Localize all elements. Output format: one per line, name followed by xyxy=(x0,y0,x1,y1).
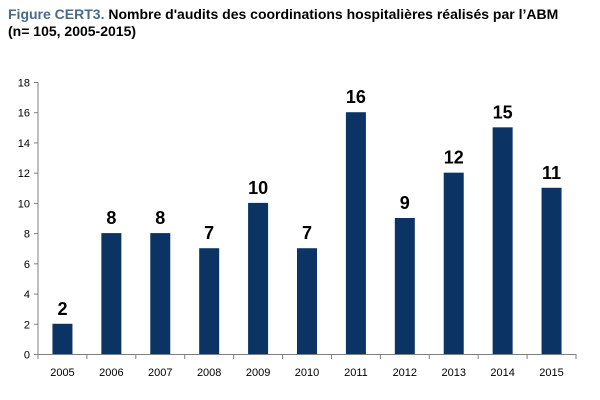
bar-2014 xyxy=(492,127,513,354)
data-label-2012: 9 xyxy=(400,193,410,213)
x-tick-label: 2009 xyxy=(246,367,270,379)
x-tick-label: 2015 xyxy=(539,367,563,379)
data-label-2014: 15 xyxy=(493,102,513,122)
bars xyxy=(52,112,562,354)
x-tick-label: 2005 xyxy=(50,367,74,379)
y-tick-label: 0 xyxy=(24,350,30,362)
data-labels: 2 8 8 7 10 7 16 9 12 15 11 xyxy=(57,87,561,319)
y-tick-label: 4 xyxy=(24,289,30,301)
bar-2009 xyxy=(248,202,269,354)
x-tick-label: 2006 xyxy=(99,367,123,379)
y-tick-label: 18 xyxy=(18,78,30,90)
chart-title: Figure CERT3. Nombre d'audits des coordi… xyxy=(8,6,592,40)
bar-2015 xyxy=(541,187,562,354)
data-label-2008: 7 xyxy=(204,223,214,243)
y-tick-label: 2 xyxy=(24,319,30,331)
data-label-2006: 8 xyxy=(106,208,116,228)
y-tick-label: 8 xyxy=(24,229,30,241)
y-tick-label: 6 xyxy=(24,259,30,271)
y-tick-label: 10 xyxy=(18,198,30,210)
figure-label: Figure CERT3. xyxy=(8,6,105,22)
bar-2006 xyxy=(101,233,122,354)
y-axis: 0 2 4 6 8 10 12 14 16 18 xyxy=(18,78,39,362)
data-label-2011: 16 xyxy=(346,87,366,107)
data-label-2010: 7 xyxy=(302,223,312,243)
bar-2013 xyxy=(443,172,464,354)
x-tick-label: 2008 xyxy=(197,367,221,379)
figure-subtitle: (n= 105, 2005-2015) xyxy=(8,23,137,39)
data-label-2005: 2 xyxy=(57,299,67,319)
bar-2007 xyxy=(150,233,171,354)
x-tick-label: 2013 xyxy=(441,367,465,379)
x-tick-label: 2012 xyxy=(393,367,417,379)
data-label-2009: 10 xyxy=(248,178,268,198)
x-tick-label: 2014 xyxy=(490,367,514,379)
y-tick-label: 12 xyxy=(18,168,30,180)
y-tick-label: 16 xyxy=(18,108,30,120)
x-tick-label: 2011 xyxy=(344,367,368,379)
data-label-2015: 11 xyxy=(542,163,561,183)
bar-2012 xyxy=(394,218,415,354)
bar-2011 xyxy=(345,112,366,354)
bar-2008 xyxy=(199,248,220,354)
bar-2010 xyxy=(297,248,317,354)
y-tick-label: 14 xyxy=(18,138,30,150)
x-axis: 2005 2006 2007 2008 2009 2010 2011 2012 2013 2014… xyxy=(37,354,577,379)
data-label-2013: 12 xyxy=(444,148,464,168)
bar-2005 xyxy=(52,323,73,354)
data-label-2007: 8 xyxy=(155,208,165,228)
x-tick-label: 2010 xyxy=(295,367,319,379)
figure-title: Nombre d'audits des coordinations hospit… xyxy=(108,6,559,22)
x-tick-label: 2007 xyxy=(148,367,172,379)
